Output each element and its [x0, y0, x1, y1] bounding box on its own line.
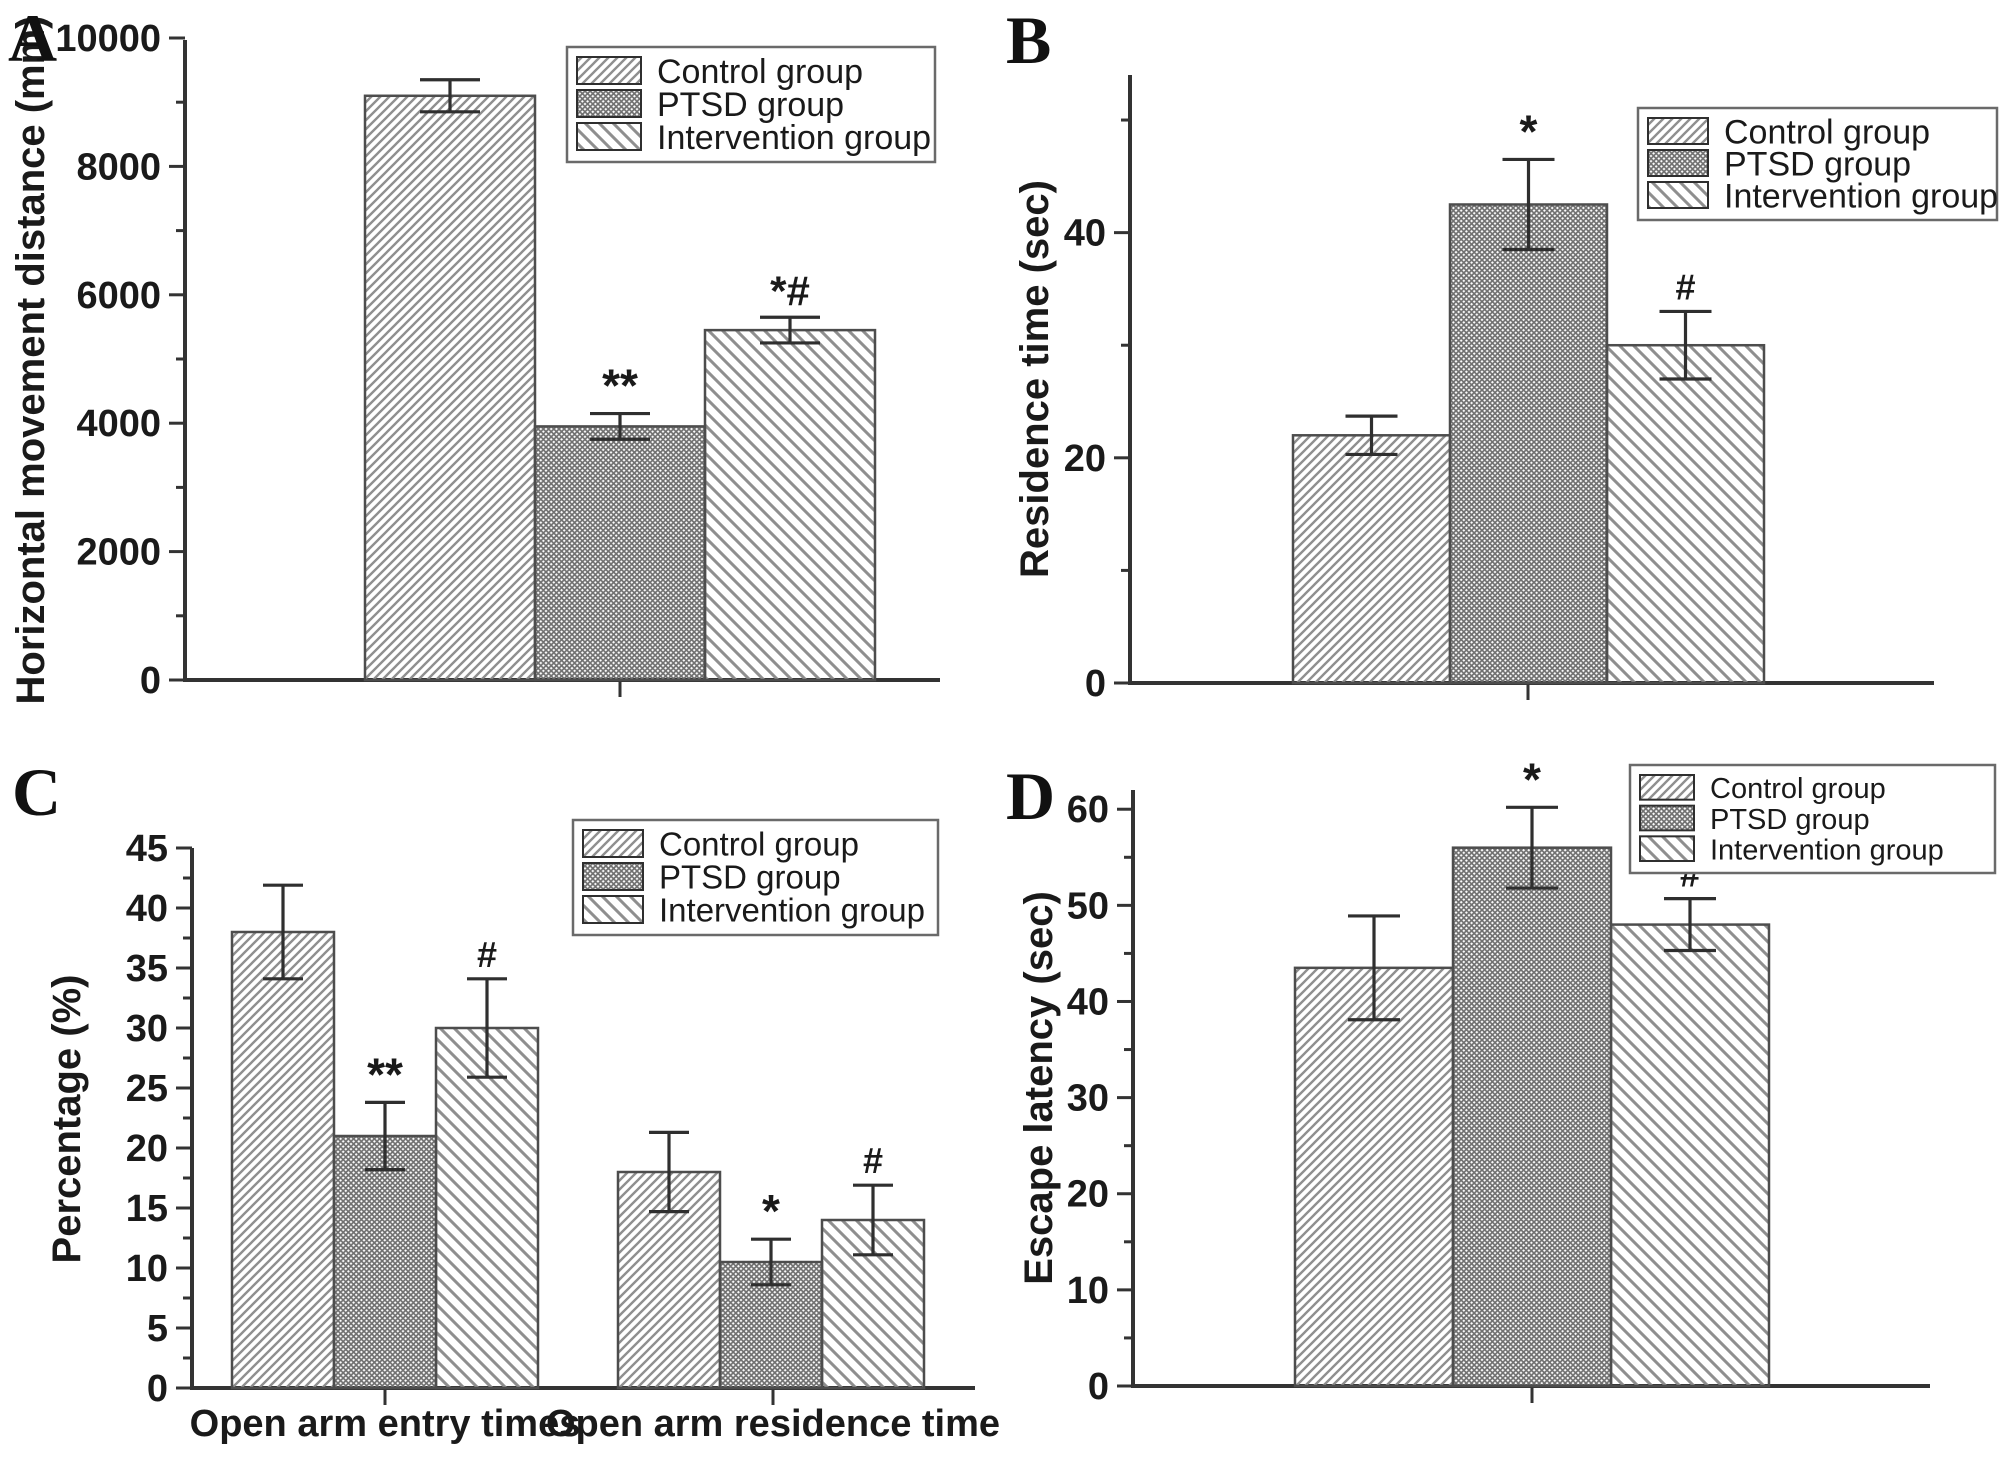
significance-annotation: * [762, 1185, 780, 1237]
y-tick-label: 10 [126, 1248, 168, 1290]
significance-annotation: *# [770, 267, 810, 314]
legend-swatch-ptsd [576, 89, 642, 118]
y-tick-label: 30 [126, 1008, 168, 1050]
y-tick-label: 0 [147, 1368, 168, 1410]
bar-control [230, 930, 336, 1390]
panel-label-a: A [8, 0, 58, 76]
legend-label: Intervention group [1710, 835, 1944, 867]
y-tick-label: 40 [1064, 213, 1106, 255]
bar-ptsd [1448, 203, 1609, 685]
legend-swatch-ptsd [582, 862, 644, 891]
y-tick-label: 20 [1064, 438, 1106, 480]
y-tick-label: 5 [147, 1308, 168, 1350]
legend-label: Intervention group [659, 892, 925, 929]
y-tick-label: 0 [140, 660, 161, 702]
legend-swatch-control [582, 829, 644, 858]
legend-label: PTSD group [657, 86, 844, 124]
legend-label: Control group [657, 53, 863, 91]
legend-swatch-intervention [582, 895, 644, 924]
legend-swatch-ptsd [1647, 149, 1709, 177]
bar-intervention [703, 328, 877, 682]
y-tick-label: 25 [126, 1068, 168, 1110]
legend-label: Control group [659, 826, 859, 863]
significance-annotation: ** [367, 1048, 403, 1100]
y-tick-label: 10000 [55, 18, 161, 60]
significance-annotation: ** [602, 360, 638, 412]
y-tick-label: 40 [1067, 981, 1109, 1023]
bar-ptsd [533, 425, 707, 682]
bar-intervention [1609, 923, 1771, 1388]
legend-swatch-intervention [1647, 181, 1709, 209]
legend-swatch-control [1647, 117, 1709, 145]
bar-ptsd [1451, 846, 1613, 1388]
bar-control [1293, 966, 1455, 1388]
panel-label-b: B [1006, 2, 1052, 78]
y-tick-label: 0 [1088, 1366, 1109, 1408]
x-category-label: Open arm entry times [190, 1403, 581, 1445]
legend-swatch-intervention [576, 122, 642, 151]
significance-annotation: * [1523, 753, 1541, 805]
legend-label: Control group [1724, 114, 1930, 152]
y-tick-label: 45 [126, 828, 168, 870]
y-tick-label: 0 [1085, 663, 1106, 705]
bar-ptsd [332, 1134, 438, 1390]
y-tick-label: 2000 [76, 532, 161, 574]
significance-annotation: # [863, 1140, 883, 1181]
legend-label: PTSD group [1710, 804, 1870, 836]
y-tick-label: 8000 [76, 146, 161, 188]
y-axis-label: Horizontal movement distance (mm) [9, 15, 53, 704]
y-tick-label: 10 [1067, 1270, 1109, 1312]
bar-intervention [434, 1026, 540, 1390]
panel-label-c: C [12, 754, 62, 830]
y-tick-label: 15 [126, 1188, 168, 1230]
y-tick-label: 30 [1067, 1078, 1109, 1120]
legend-label: Control group [1710, 773, 1886, 805]
legend-swatch-intervention [1639, 835, 1695, 862]
y-tick-label: 50 [1067, 885, 1109, 927]
panel-C: 0 5 10 15 20 25 30 35 40 45 Percentage (%) Open arm… [45, 818, 1000, 1445]
legend-swatch-control [576, 56, 642, 85]
significance-annotation: * [1520, 105, 1538, 157]
y-tick-label: 20 [1067, 1174, 1109, 1216]
legend-label: Intervention group [657, 119, 931, 157]
y-tick-label: 20 [126, 1128, 168, 1170]
bar-intervention [1605, 343, 1766, 685]
legend-label: PTSD group [659, 859, 841, 896]
y-axis-label: Percentage (%) [45, 975, 89, 1264]
legend-swatch-control [1639, 774, 1695, 801]
y-tick-label: 35 [126, 948, 168, 990]
legend-label: PTSD group [1724, 146, 1911, 184]
legend-swatch-ptsd [1639, 804, 1695, 832]
x-category-label: Open arm residence time [546, 1403, 1000, 1445]
y-tick-label: 6000 [76, 275, 161, 317]
panel-label-d: D [1006, 758, 1056, 834]
legend-label: Intervention group [1724, 178, 1998, 216]
bar-control [1291, 434, 1452, 685]
y-tick-label: 4000 [76, 403, 161, 445]
y-axis-label: Residence time (sec) [1013, 180, 1057, 578]
y-tick-label: 40 [126, 888, 168, 930]
y-axis-label: Escape latency (sec) [1017, 891, 1061, 1285]
y-tick-label: 60 [1067, 789, 1109, 831]
bar-control [363, 94, 537, 682]
significance-annotation: # [1675, 266, 1695, 307]
significance-annotation: # [477, 934, 497, 975]
